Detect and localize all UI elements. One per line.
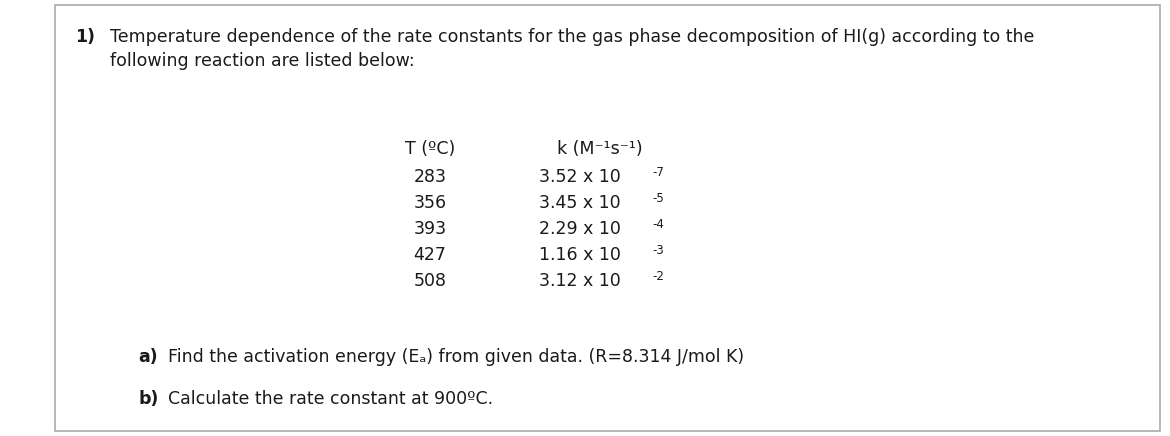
Text: following reaction are listed below:: following reaction are listed below: [110, 52, 414, 70]
Text: 283: 283 [413, 168, 447, 186]
Text: 1): 1) [75, 28, 95, 46]
Text: -5: -5 [652, 192, 663, 205]
Text: -3: -3 [652, 244, 663, 257]
Text: 1.16 x 10: 1.16 x 10 [539, 246, 621, 264]
Text: 356: 356 [413, 194, 447, 212]
Text: k (M⁻¹s⁻¹): k (M⁻¹s⁻¹) [557, 140, 642, 158]
Text: T (ºC): T (ºC) [405, 140, 455, 158]
Text: 427: 427 [413, 246, 447, 264]
Text: Calculate the rate constant at 900ºC.: Calculate the rate constant at 900ºC. [168, 390, 493, 408]
Text: 3.12 x 10: 3.12 x 10 [539, 272, 621, 290]
Text: 2.29 x 10: 2.29 x 10 [539, 220, 621, 238]
Text: 393: 393 [413, 220, 447, 238]
Text: -4: -4 [652, 218, 663, 231]
Text: a): a) [138, 348, 158, 366]
Text: Temperature dependence of the rate constants for the gas phase decomposition of : Temperature dependence of the rate const… [110, 28, 1034, 46]
Text: b): b) [138, 390, 158, 408]
Text: 3.45 x 10: 3.45 x 10 [539, 194, 621, 212]
Text: -7: -7 [652, 166, 663, 179]
Text: -2: -2 [652, 270, 663, 283]
Text: 3.52 x 10: 3.52 x 10 [539, 168, 621, 186]
Text: 508: 508 [413, 272, 447, 290]
Text: Find the activation energy (Eₐ) from given data. (R=8.314 J/mol K): Find the activation energy (Eₐ) from giv… [168, 348, 744, 366]
